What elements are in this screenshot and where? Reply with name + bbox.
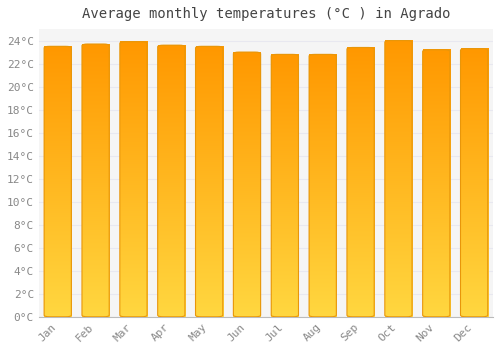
Title: Average monthly temperatures (°C ) in Agrado: Average monthly temperatures (°C ) in Ag…	[82, 7, 450, 21]
